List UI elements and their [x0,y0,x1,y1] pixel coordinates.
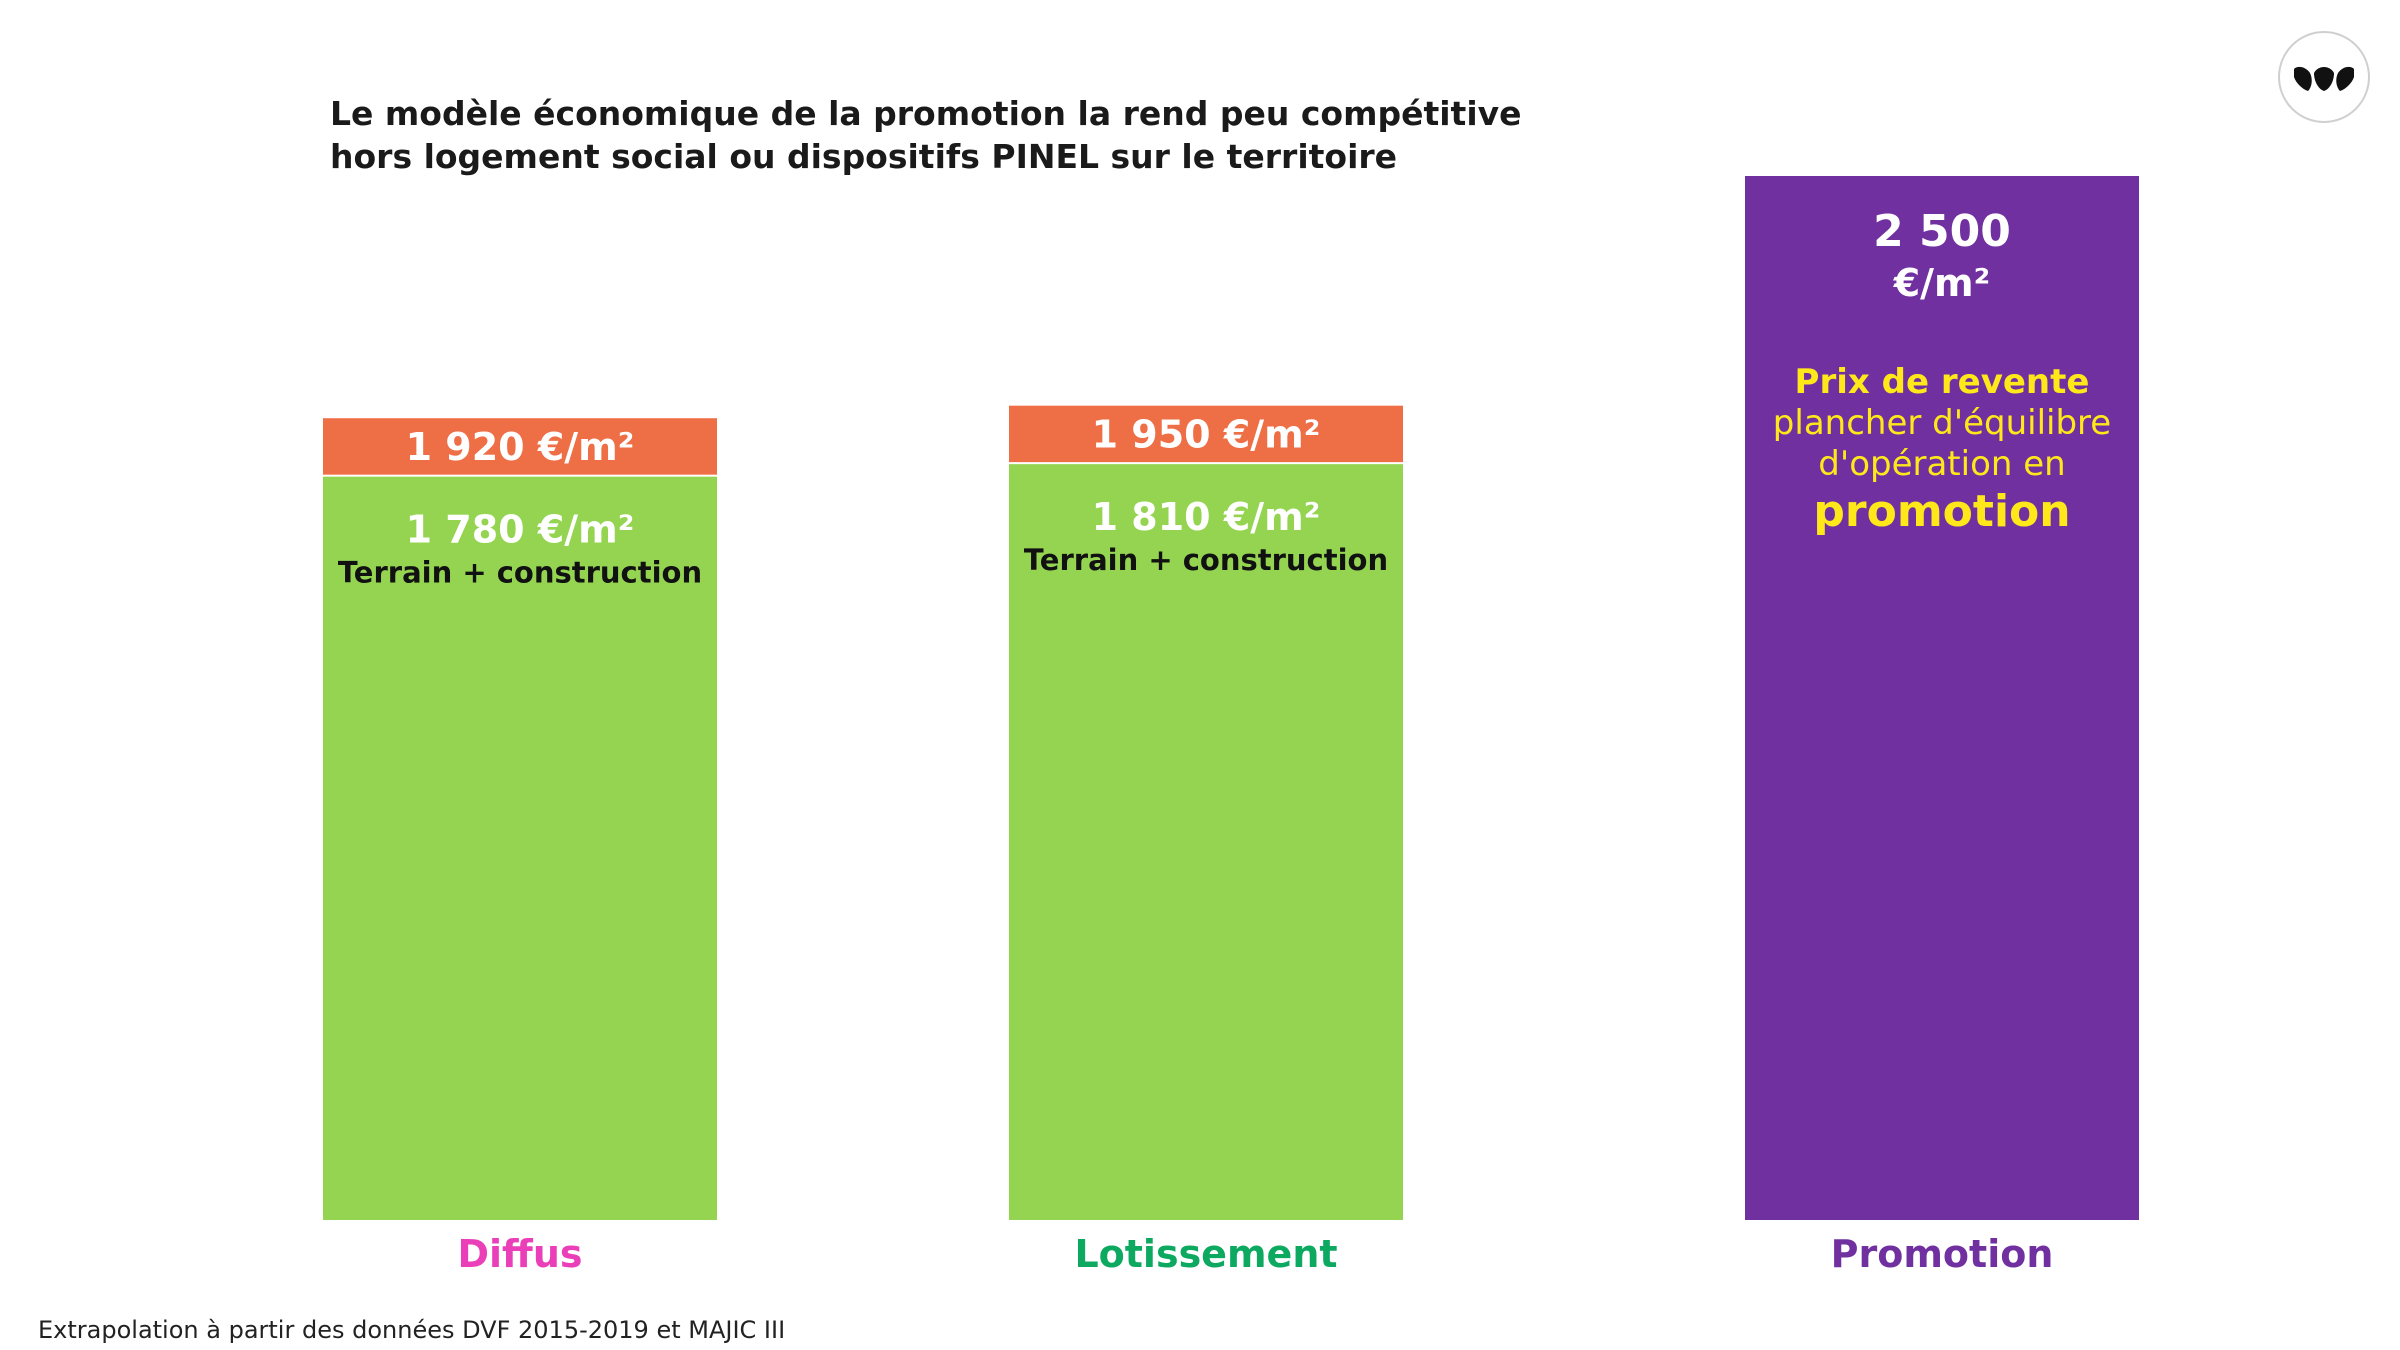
chart-title: Le modèle économique de la promotion la … [330,92,1630,178]
bar-margin-diffus [323,418,717,475]
bar-cost-lotissement [1009,464,1403,1220]
category-label-promotion: Promotion [1831,1232,2054,1276]
label-cost-lotissement: 1 810 €/m² [1092,495,1321,539]
category-label-lotissement: Lotissement [1074,1232,1337,1276]
title-line-2: hors logement social ou dispositifs PINE… [330,137,1398,176]
label-total-lotissement: 1 950 €/m² [1092,413,1321,457]
title-line-1: Le modèle économique de la promotion la … [330,94,1522,133]
label-cost-diffus: 1 780 €/m² [406,508,635,552]
leaf-logo-icon [2278,31,2370,123]
label-promotion-unit: €/m² [1893,261,1991,305]
label-promotion-desc-1: Prix de revente [1795,362,2090,402]
label-promotion-desc-4: promotion [1813,486,2070,537]
label-total-diffus: 1 920 €/m² [406,425,635,469]
label-promotion-desc-3: d'opération en [1818,444,2065,484]
bar-margin-lotissement [1009,405,1403,463]
bar-promotion [1745,176,2139,1220]
label-cost-desc-diffus: Terrain + construction [338,556,702,590]
source-note: Extrapolation à partir des données DVF 2… [38,1316,786,1344]
category-label-diffus: Diffus [457,1232,582,1276]
bar-cost-diffus [323,476,717,1220]
label-promotion-value: 2 500 [1873,206,2011,257]
label-promotion-desc-2: plancher d'équilibre [1773,403,2111,443]
label-cost-desc-lotissement: Terrain + construction [1024,543,1388,577]
leaf-logo-graphic [2294,66,2354,91]
stacked-bar-chart: 1 920 €/m² 1 780 €/m² Terrain + constructi… [323,176,2139,1276]
